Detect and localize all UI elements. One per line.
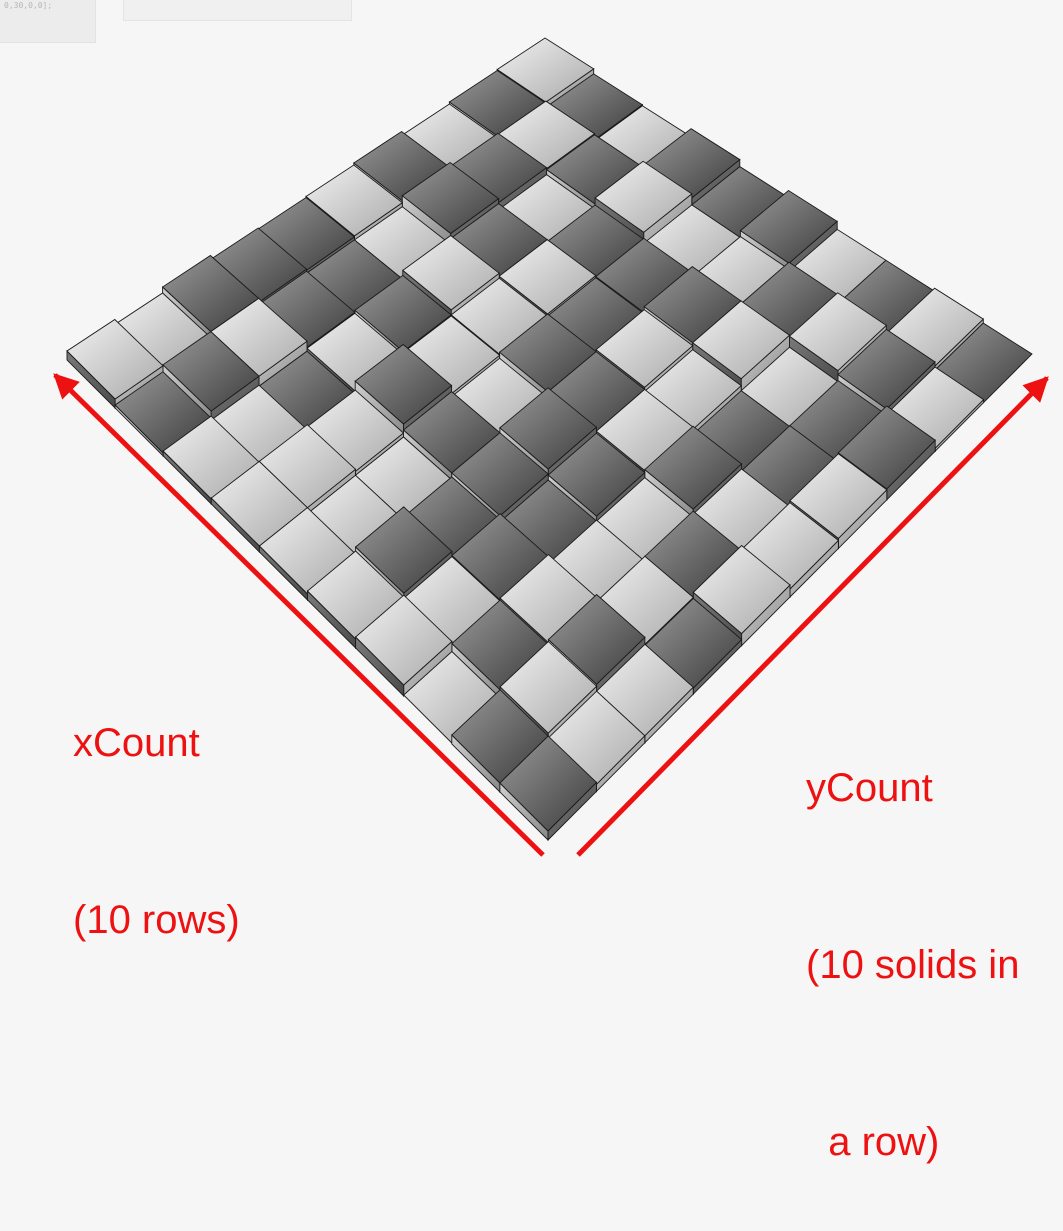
solid-face	[354, 506, 453, 594]
solid-face	[498, 239, 597, 315]
solid-face	[496, 37, 595, 103]
solid-face	[499, 387, 598, 470]
solid-face	[644, 425, 743, 510]
solid-face	[354, 343, 453, 425]
solid-face	[499, 640, 598, 734]
solid-face	[162, 331, 260, 412]
x-count-label: xCount (10 rows)	[73, 596, 240, 1009]
solid-face	[451, 432, 549, 517]
solid-face	[547, 593, 646, 685]
solid-face	[547, 432, 646, 517]
solid-face	[789, 453, 888, 539]
diagram-canvas	[53, 37, 1049, 857]
solid-face	[354, 594, 453, 686]
y-count-label-detail-2: a row)	[806, 1120, 940, 1164]
solid-face	[401, 161, 500, 235]
solid-face	[692, 544, 791, 635]
solid-face	[66, 318, 164, 400]
solid-grid-surface	[66, 37, 1033, 842]
solid-face	[595, 309, 694, 388]
x-count-label-title: xCount	[73, 721, 200, 765]
solid-face	[739, 189, 838, 264]
x-count-arrow	[53, 373, 545, 857]
x-count-label-detail: (10 rows)	[73, 898, 240, 942]
solid-face	[402, 234, 500, 311]
solid-face	[594, 160, 693, 233]
y-count-arrow	[576, 376, 1049, 857]
input-field[interactable]	[123, 0, 352, 21]
y-count-label-title: yCount	[806, 766, 933, 810]
code-node-chip[interactable]: 0,30,0,0];	[0, 0, 96, 43]
y-count-label-detail: (10 solids in	[806, 943, 1020, 987]
solid-face	[354, 274, 452, 353]
code-snippet: 0,30,0,0];	[4, 1, 53, 10]
solid-face	[691, 300, 791, 380]
solid-face	[788, 292, 888, 372]
y-count-label: yCount (10 solids in a row)	[806, 641, 1019, 1231]
solid-face	[837, 405, 936, 490]
solid-face	[499, 735, 598, 832]
solid-face	[837, 328, 936, 410]
solid-face	[305, 164, 404, 237]
